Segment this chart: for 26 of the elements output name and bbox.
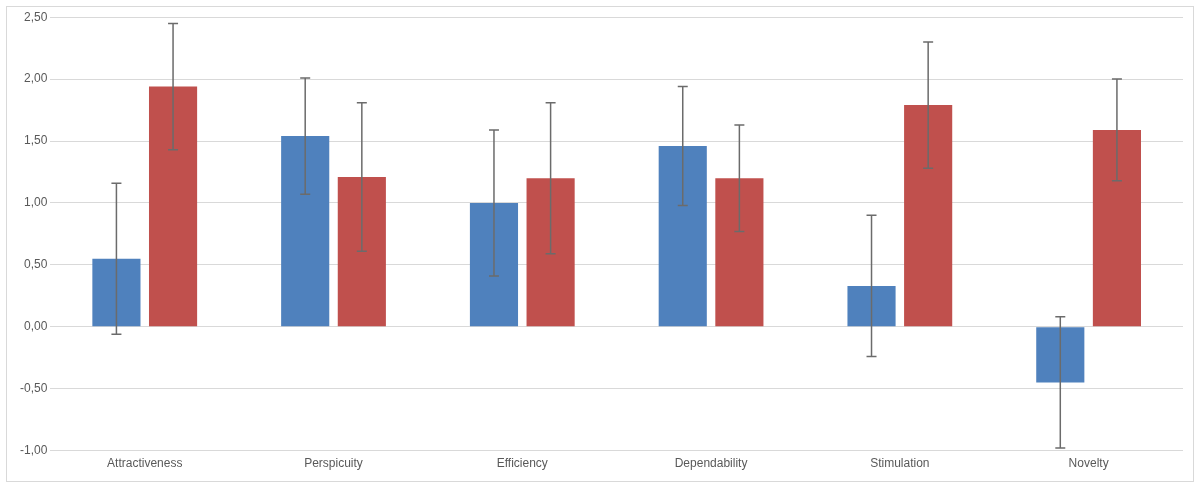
x-tick-label: Attractiveness [107, 456, 183, 471]
y-tick-label: 2,50 [23, 9, 48, 24]
bar [1036, 327, 1085, 383]
x-tick-label: Perspicuity [304, 456, 363, 471]
bar [148, 86, 198, 327]
y-tick-label: -1,00 [19, 442, 48, 457]
bar [715, 178, 764, 327]
y-tick-label: 1,00 [23, 195, 48, 210]
bar [526, 178, 575, 327]
y-tick-label: 2,00 [23, 71, 48, 86]
bar [658, 145, 707, 327]
bar [337, 176, 386, 327]
bar [92, 258, 141, 327]
bar [281, 136, 330, 327]
x-tick-label: Efficiency [496, 456, 548, 471]
x-tick-label: Stimulation [870, 456, 930, 471]
y-tick-label: 0,50 [23, 257, 48, 272]
y-tick-label: -0,50 [19, 381, 48, 395]
bar [847, 285, 896, 327]
x-tick-label: Novelty [1068, 456, 1109, 471]
x-tick-label: Dependability [674, 456, 748, 471]
bar [904, 105, 953, 327]
y-tick-label: 1,50 [23, 133, 48, 148]
bar [1092, 129, 1141, 327]
bar [469, 202, 519, 327]
y-tick-label: 0,00 [23, 319, 48, 334]
